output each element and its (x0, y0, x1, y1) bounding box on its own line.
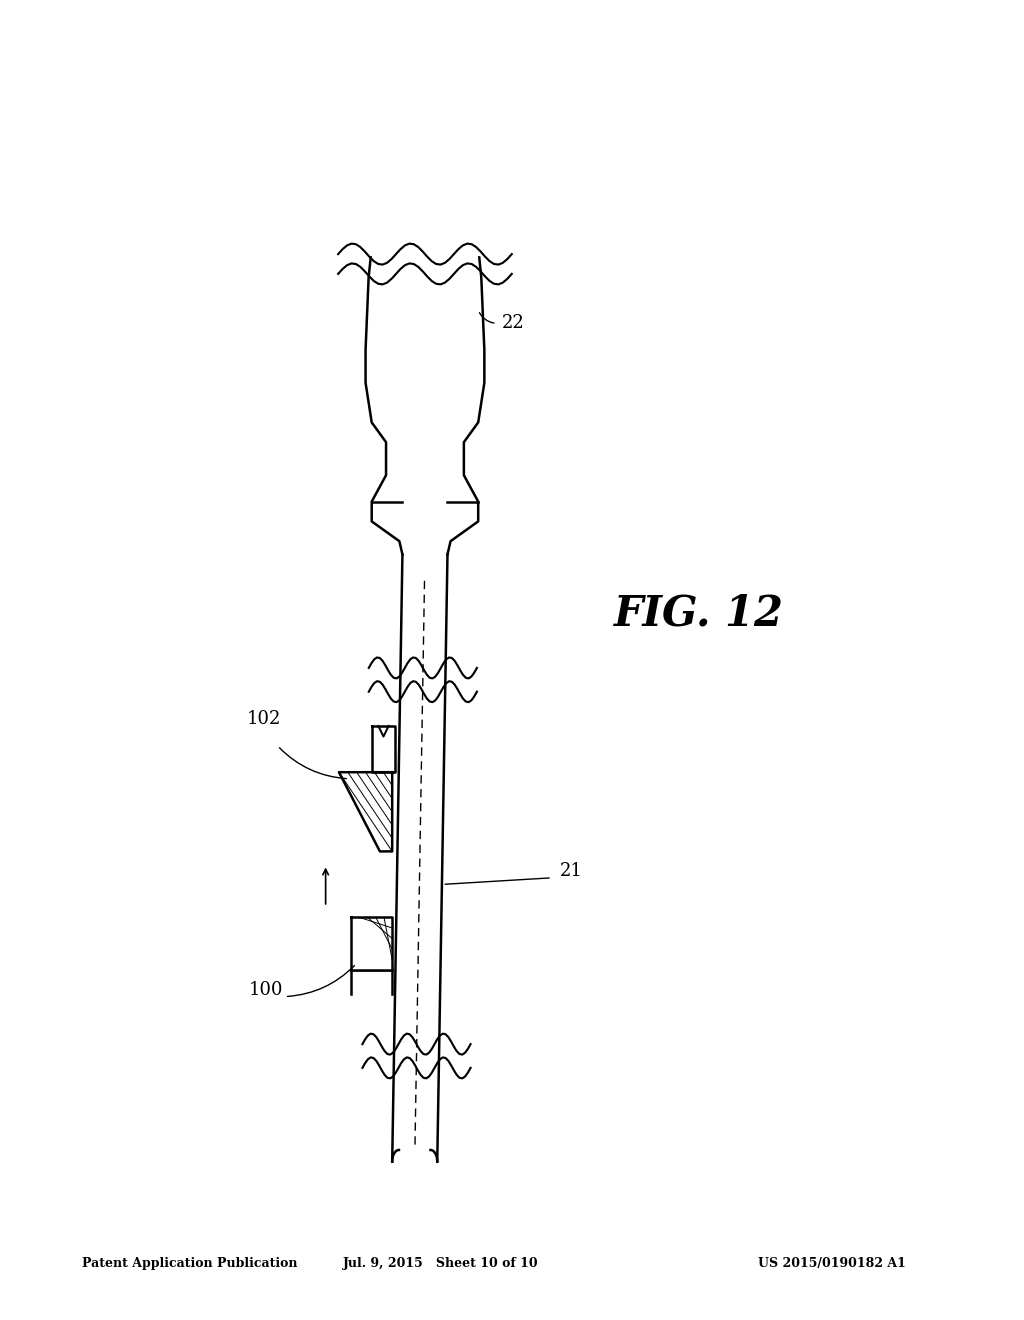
Text: 22: 22 (502, 314, 524, 333)
Text: FIG. 12: FIG. 12 (614, 593, 784, 635)
Text: Patent Application Publication: Patent Application Publication (82, 1257, 297, 1270)
Polygon shape (339, 772, 392, 851)
Polygon shape (372, 726, 395, 772)
Text: Jul. 9, 2015   Sheet 10 of 10: Jul. 9, 2015 Sheet 10 of 10 (342, 1257, 539, 1270)
Text: 21: 21 (560, 862, 583, 880)
Text: 100: 100 (249, 981, 284, 999)
Text: US 2015/0190182 A1: US 2015/0190182 A1 (758, 1257, 905, 1270)
Polygon shape (351, 917, 392, 970)
Text: 102: 102 (247, 710, 282, 729)
